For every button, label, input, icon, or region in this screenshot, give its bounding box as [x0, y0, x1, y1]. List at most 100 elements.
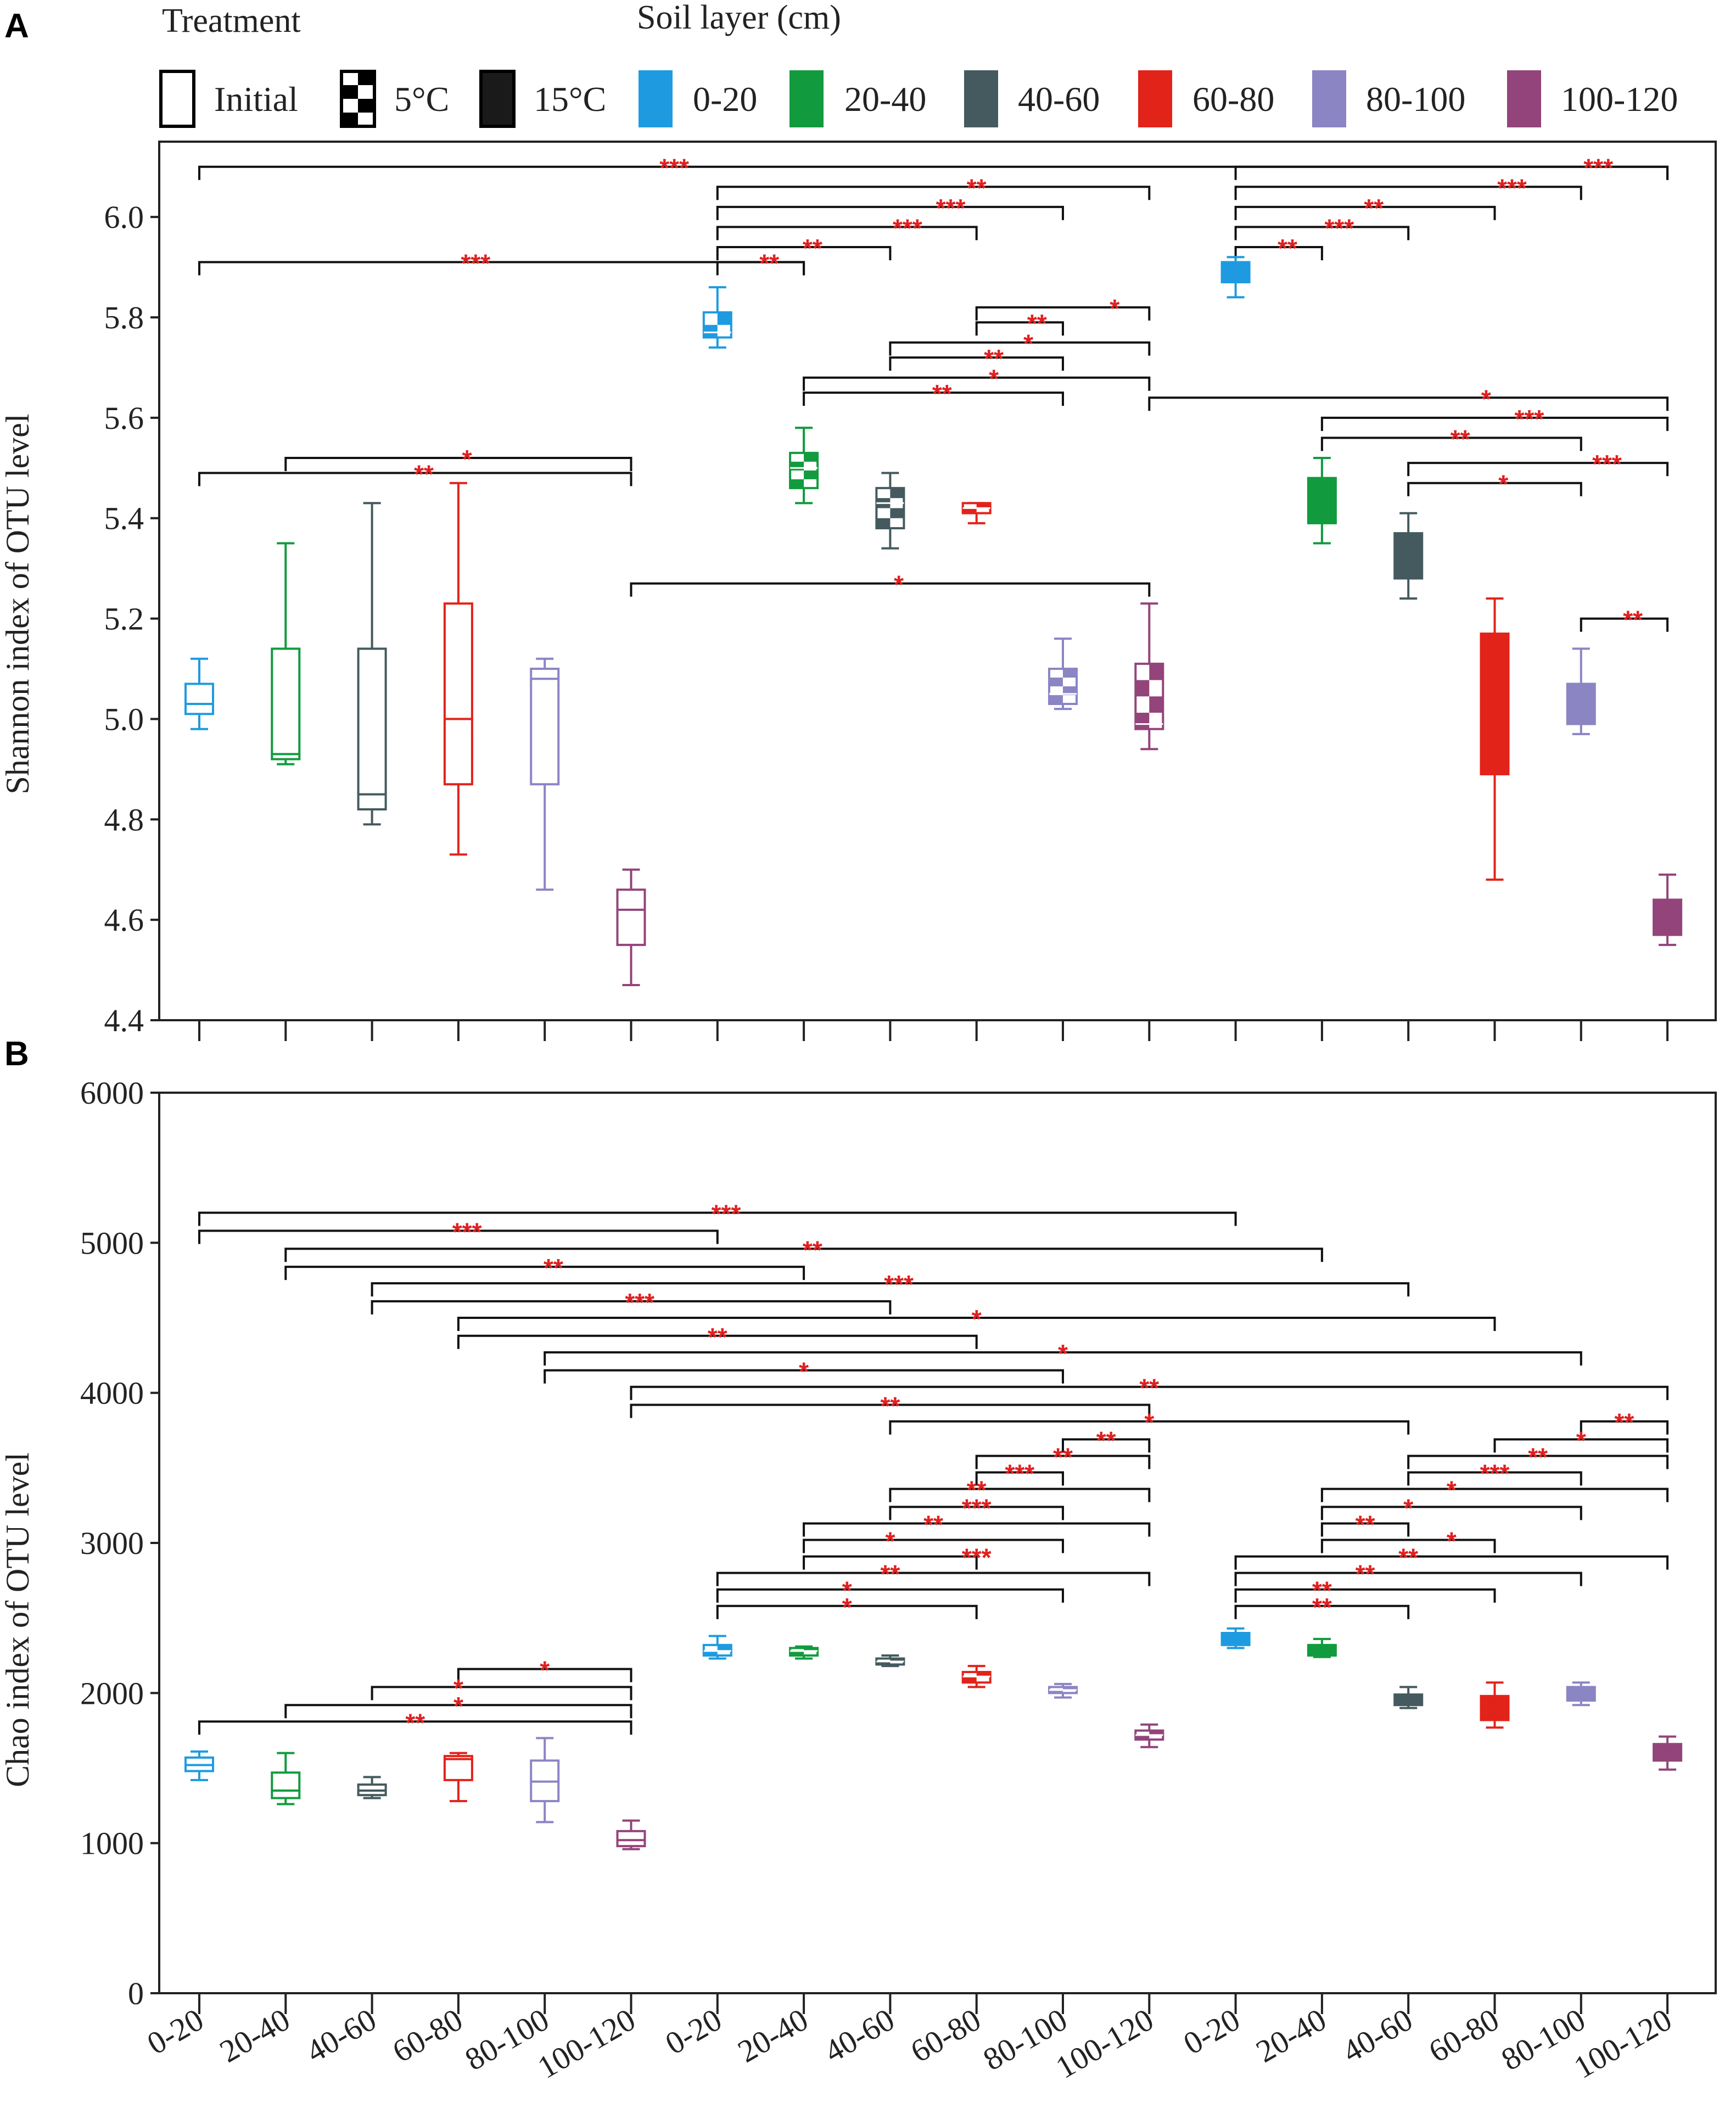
significance-bracket [716, 1604, 978, 1619]
significance-bracket [630, 582, 1151, 597]
significance-bracket [1320, 416, 1669, 431]
panel-a-y-tick-label: 6.0 [104, 199, 144, 235]
legend-label-initial: Initial [214, 80, 298, 119]
significance-label: *** [452, 1217, 482, 1246]
significance-label: * [842, 1576, 852, 1605]
significance-bracket [1407, 1471, 1582, 1486]
panel-b-y-axis-label: Chao index of OTU level [0, 1452, 36, 1787]
significance-bracket [1234, 165, 1669, 180]
box-plot [1566, 647, 1596, 735]
significance-label: ** [967, 174, 987, 202]
box-plot [530, 657, 560, 891]
significance-bracket [1407, 1455, 1669, 1469]
legend-label-5c: 5°C [394, 80, 449, 119]
box-plot [184, 657, 214, 730]
significance-label: *** [1480, 1459, 1510, 1488]
x-axis-label: 100-120 [1568, 2001, 1678, 2085]
box-plot [961, 1665, 992, 1688]
box-plot [1393, 1686, 1424, 1709]
significance-bracket [371, 1300, 892, 1315]
significance-label: * [1481, 384, 1491, 413]
significance-label: * [1144, 1408, 1154, 1437]
legend-label-40-60: 40-60 [1018, 80, 1100, 119]
legend-soil-layer-title: Soil layer (cm) [637, 0, 841, 36]
legend-swatch-100-120 [1507, 70, 1541, 127]
panel-b-y-tick-label: 5000 [80, 1225, 144, 1261]
box-plot [789, 427, 819, 505]
significance-label: * [799, 1357, 809, 1386]
significance-bracket [1234, 1555, 1669, 1570]
significance-label: ** [803, 1235, 822, 1264]
box-plot [1134, 602, 1164, 751]
panel-a-y-tick-label: 5.2 [104, 601, 144, 637]
significance-label: ** [1053, 1442, 1073, 1471]
box-plot [702, 1635, 732, 1660]
significance-bracket [889, 356, 1064, 371]
significance-label: ** [1139, 1374, 1159, 1402]
significance-bracket [975, 1471, 1064, 1486]
x-axis-label: 60-80 [1423, 2001, 1505, 2070]
significance-label: * [989, 365, 999, 393]
significance-label: ** [880, 1392, 900, 1420]
significance-label: * [462, 445, 472, 473]
box-plot [357, 502, 387, 826]
significance-label: ** [1364, 194, 1384, 222]
legend-label-80-100: 80-100 [1366, 80, 1465, 119]
significance-label: ** [1312, 1576, 1332, 1605]
significance-label: * [453, 1692, 463, 1720]
significance-label: ** [1312, 1593, 1332, 1621]
panel-a-significance-brackets: **************** ************************… [198, 154, 1669, 634]
box-plot [1048, 1682, 1078, 1699]
legend: Treatment Soil layer (cm) Initial 5°C 15… [159, 0, 1678, 128]
significance-label: ** [708, 1323, 727, 1351]
significance-label: * [972, 1305, 982, 1333]
significance-label: *** [461, 249, 491, 277]
box-plot [702, 286, 732, 349]
significance-bracket [198, 1720, 632, 1735]
significance-bracket [803, 1539, 1064, 1553]
significance-label: * [540, 1656, 550, 1685]
significance-bracket [198, 1229, 719, 1244]
panel-a-letter: A [4, 7, 29, 45]
box-plot [1220, 1627, 1251, 1649]
x-axis-label: 20-40 [214, 2001, 296, 2070]
significance-label: ** [1096, 1426, 1116, 1455]
box-plot [357, 1776, 387, 1799]
significance-bracket [716, 246, 892, 260]
significance-label: *** [884, 1270, 914, 1299]
panel-a: A Shannon index of OTU level 4.4 4.6 4.8 5.… [0, 7, 1717, 1041]
significance-label: * [1110, 294, 1119, 323]
significance-bracket [1234, 1571, 1582, 1586]
significance-bracket [371, 1686, 632, 1701]
significance-label: ** [414, 460, 434, 488]
significance-bracket [803, 1522, 1151, 1537]
x-axis-label: 60-80 [905, 2001, 987, 2070]
significance-bracket [889, 341, 1151, 356]
significance-label: ** [544, 1254, 563, 1282]
box-plot [1653, 1735, 1683, 1771]
significance-bracket [716, 226, 978, 241]
significance-label: *** [1583, 154, 1613, 182]
significance-label: *** [1515, 405, 1544, 433]
panel-a-y-axis-label: Shannon index of OTU level [0, 413, 36, 794]
panel-b-y-ticks: 0 1000 2000 3000 4000 5000 6000 [80, 1075, 159, 2011]
box-plot [616, 868, 646, 986]
significance-bracket [1407, 462, 1669, 477]
significance-bracket [1320, 437, 1582, 451]
significance-bracket [716, 186, 1151, 200]
significance-bracket [1580, 1420, 1669, 1435]
legend-label-20-40: 20-40 [844, 80, 926, 119]
legend-swatch-initial [159, 70, 195, 128]
significance-bracket [803, 376, 1151, 391]
box-plot [1220, 256, 1251, 299]
significance-label: ** [759, 249, 779, 277]
legend-swatch-0-20 [639, 70, 673, 127]
significance-label: ** [932, 379, 952, 408]
significance-label: * [1058, 1339, 1068, 1368]
x-axis-label: 40-60 [1336, 2001, 1419, 2070]
significance-bracket [284, 1704, 632, 1719]
significance-bracket [716, 261, 805, 276]
significance-label: ** [1451, 424, 1470, 453]
box-plot [961, 502, 992, 524]
